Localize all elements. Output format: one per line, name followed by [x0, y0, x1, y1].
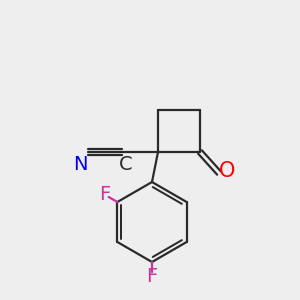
Text: O: O	[219, 161, 235, 181]
Text: C: C	[119, 154, 133, 173]
Text: F: F	[146, 268, 158, 286]
Text: F: F	[99, 185, 110, 204]
Text: N: N	[73, 154, 87, 173]
